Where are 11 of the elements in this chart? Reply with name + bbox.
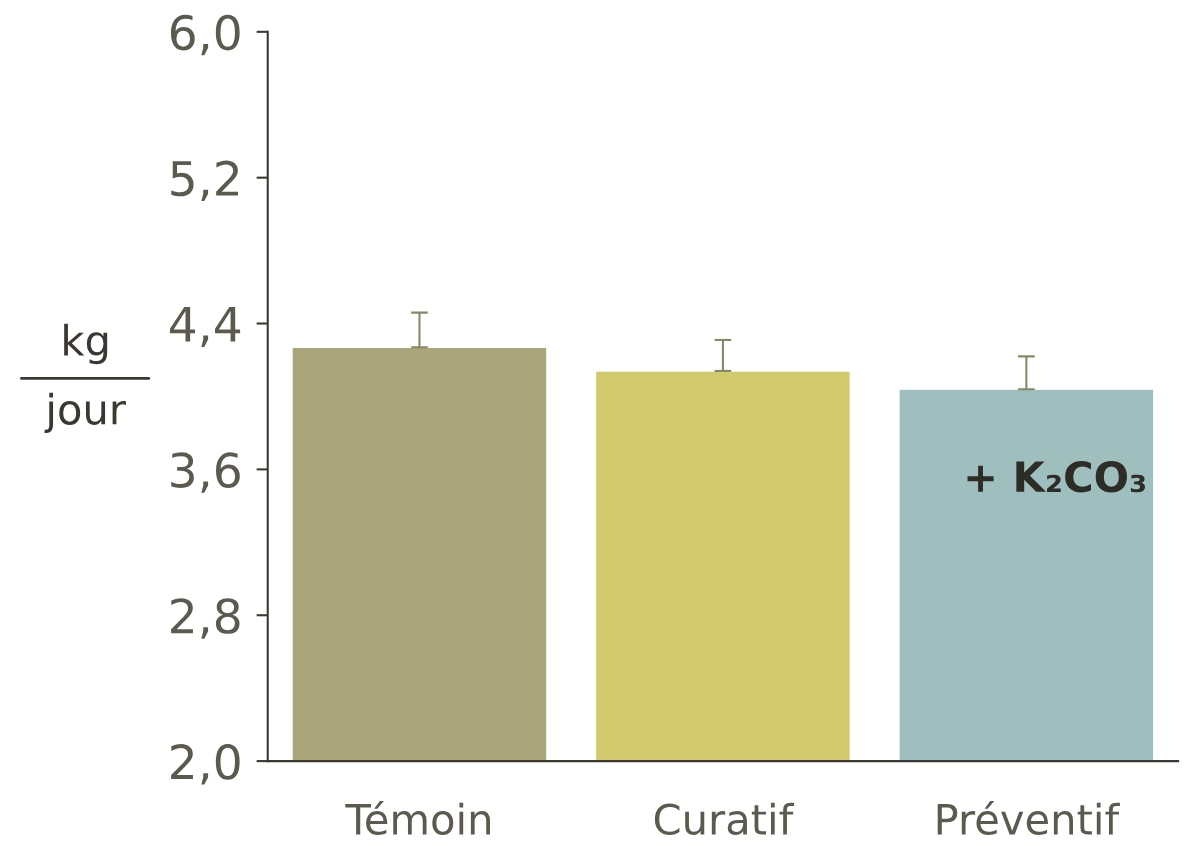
y-axis-title: kg jour bbox=[44, 323, 126, 433]
x-tick-label: Témoin bbox=[345, 801, 490, 836]
y-tick-label: 5,2 bbox=[171, 160, 239, 202]
x-tick-label: Curatif bbox=[654, 802, 795, 836]
annotation: + K₂CO₃ bbox=[967, 460, 1146, 493]
y-tick-label: 2,8 bbox=[171, 598, 240, 639]
y-tick-label: 2,0 bbox=[171, 743, 240, 785]
y-tick-label: 4,4 bbox=[169, 307, 241, 347]
y-tick-label: 6,0 bbox=[170, 14, 240, 56]
y-tick-label: 3,6 bbox=[171, 452, 240, 493]
x-tick-label: Préventif bbox=[937, 801, 1120, 836]
